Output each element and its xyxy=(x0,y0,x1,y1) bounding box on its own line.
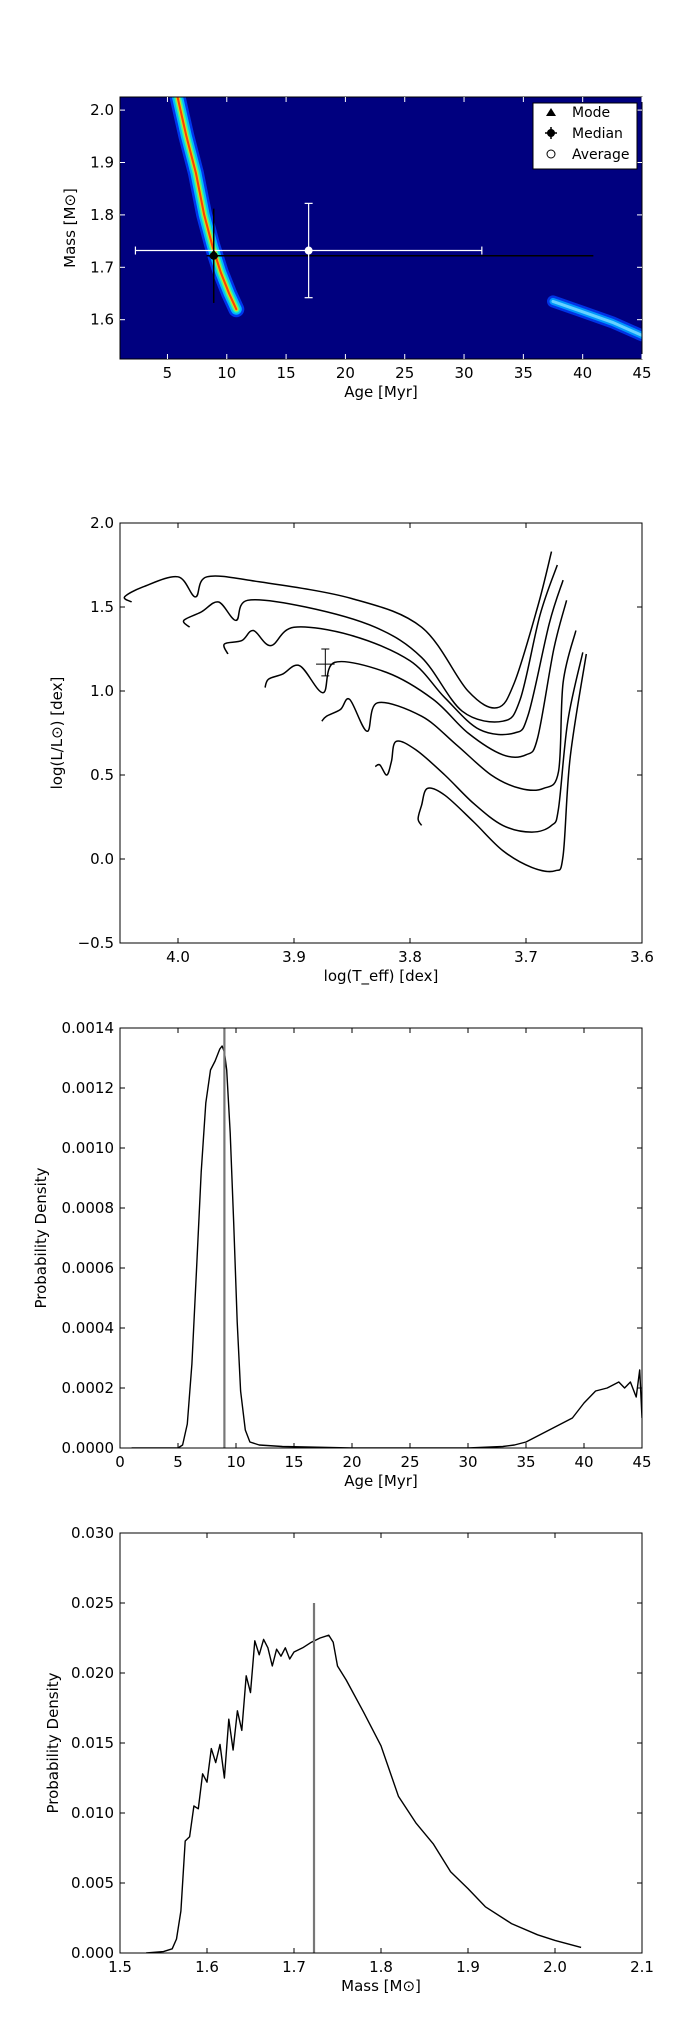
y-tick-label: 0.010 xyxy=(71,1804,114,1822)
y-tick-label: 0.020 xyxy=(71,1664,114,1682)
x-tick-label: 2.0 xyxy=(543,1958,567,1976)
x-tick-label: 1.7 xyxy=(282,1958,306,1976)
average-marker xyxy=(304,246,313,255)
y-tick-label: 0.5 xyxy=(90,766,114,784)
x-tick-label: 15 xyxy=(277,364,296,382)
y-tick-label: 0.0002 xyxy=(62,1379,115,1397)
y-tick-label: 2.0 xyxy=(90,514,114,532)
y-tick-label: 0.000 xyxy=(71,1944,114,1962)
y-tick-label: 0.0000 xyxy=(62,1439,115,1457)
legend-entry-label: Median xyxy=(572,126,623,142)
plot-frame xyxy=(119,1027,643,1449)
y-tick-label: 1.7 xyxy=(90,258,114,276)
y-tick-label: 0.0012 xyxy=(62,1079,115,1097)
x-tick-label: 3.8 xyxy=(398,948,422,966)
x-tick-label: 45 xyxy=(632,364,651,382)
x-tick-label: 1.5 xyxy=(108,1958,132,1976)
y-tick-label: 1.5 xyxy=(90,598,114,616)
y-tick-label: 1.8 xyxy=(90,206,114,224)
isochrone-line-7 xyxy=(417,653,588,873)
isochrone-lines xyxy=(123,551,588,873)
y-axis-label: Probability Density xyxy=(44,1672,62,1813)
x-axis-label: Age [Myr] xyxy=(344,383,417,401)
y-tick-label: 0.005 xyxy=(71,1874,114,1892)
hr-diagram-panel: 4.0 3.9 3.8 3.7 3.6 −0.5 0.0 0.5 1.0 1.5 2.0 log(T_… xyxy=(48,514,654,986)
legend-median-marker xyxy=(547,129,555,137)
x-tick-label: 4.0 xyxy=(166,948,190,966)
x-tick-label: 20 xyxy=(342,1453,361,1471)
x-tick-label: 3.9 xyxy=(282,948,306,966)
x-tick-label: 1.6 xyxy=(195,1958,219,1976)
x-axis-label: Mass [M⊙] xyxy=(341,1977,421,1995)
x-axis-label: log(T_eff) [dex] xyxy=(324,967,439,986)
mode-marker xyxy=(209,249,219,258)
mass-probability-panel: 1.5 1.6 1.7 1.8 1.9 2.0 2.1 0.000 0.005 0.010 0.01… xyxy=(44,1524,654,1995)
age-mass-heatmap-panel: 5 10 15 20 25 30 35 40 45 1.6 1.7 1.8 1.9 2.0 Age [Myr… xyxy=(61,96,652,401)
y-tick-label: −0.5 xyxy=(78,934,114,952)
x-tick-label: 35 xyxy=(516,1453,535,1471)
x-tick-label: 0 xyxy=(115,1453,125,1471)
x-tick-label: 2.1 xyxy=(630,1958,654,1976)
x-tick-label: 45 xyxy=(632,1453,651,1471)
y-tick-label: 0.0006 xyxy=(62,1259,115,1277)
y-tick-label: 0.0 xyxy=(90,850,114,868)
x-tick-label: 3.7 xyxy=(514,948,538,966)
plot-frame xyxy=(119,96,643,360)
x-tick-label: 10 xyxy=(226,1453,245,1471)
y-tick-label: 0.015 xyxy=(71,1734,114,1752)
y-axis-label: Mass [M⊙] xyxy=(61,188,79,268)
y-tick-label: 1.6 xyxy=(90,311,114,329)
plot-frame xyxy=(119,1532,643,1954)
age-probability-panel: 0 5 10 15 20 25 30 35 40 45 0.0000 0.0002 0.0004 0.00… xyxy=(32,1019,652,1490)
legend-average-marker xyxy=(546,149,556,159)
y-tick-label: 1.0 xyxy=(90,682,114,700)
density-ridge-secondary xyxy=(551,299,642,337)
y-tick-label: 0.0004 xyxy=(62,1319,115,1337)
x-tick-label: 30 xyxy=(454,364,473,382)
isochrone-line-2 xyxy=(182,564,559,723)
legend: Mode Median Average xyxy=(532,102,638,170)
x-tick-label: 10 xyxy=(217,364,236,382)
x-tick-label: 25 xyxy=(395,364,414,382)
legend-entry-label: Average xyxy=(572,147,630,163)
probability-density-curve xyxy=(146,1634,582,1953)
density-layer xyxy=(131,1028,642,1448)
x-tick-label: 1.9 xyxy=(456,1958,480,1976)
y-tick-label: 1.9 xyxy=(90,154,114,172)
y-tick-label: 0.030 xyxy=(71,1524,114,1542)
x-tick-label: 5 xyxy=(173,1453,183,1471)
x-tick-label: 5 xyxy=(163,364,173,382)
x-tick-label: 20 xyxy=(336,364,355,382)
density-ridge-main xyxy=(176,97,238,311)
isochrone-line-6 xyxy=(374,652,584,833)
x-tick-label: 40 xyxy=(574,1453,593,1471)
y-tick-label: 0.025 xyxy=(71,1594,114,1612)
isochrone-line-4 xyxy=(264,600,568,758)
y-tick-label: 0.0008 xyxy=(62,1199,115,1217)
y-axis-label: Probability Density xyxy=(32,1167,50,1308)
plot-frame xyxy=(119,522,643,944)
x-tick-label: 40 xyxy=(573,364,592,382)
legend-entry-label: Mode xyxy=(572,105,610,121)
isochrone-line-1 xyxy=(123,551,553,709)
x-tick-label: 15 xyxy=(284,1453,303,1471)
y-tick-label: 0.0014 xyxy=(62,1019,115,1037)
isochrone-line-5 xyxy=(321,630,577,792)
x-tick-label: 25 xyxy=(400,1453,419,1471)
y-axis-label: log(L/L⊙) [dex] xyxy=(48,677,66,790)
y-tick-label: 2.0 xyxy=(90,101,114,119)
x-tick-label: 3.6 xyxy=(630,948,654,966)
isochrone-line-3 xyxy=(223,579,564,736)
x-tick-label: 35 xyxy=(514,364,533,382)
x-tick-label: 1.8 xyxy=(369,1958,393,1976)
legend-mode-marker xyxy=(546,108,556,116)
y-tick-label: 0.0010 xyxy=(62,1139,115,1157)
density-layer xyxy=(146,1603,582,1953)
probability-density-curve xyxy=(131,1045,642,1448)
x-axis-label: Age [Myr] xyxy=(344,1472,417,1490)
x-tick-label: 30 xyxy=(458,1453,477,1471)
